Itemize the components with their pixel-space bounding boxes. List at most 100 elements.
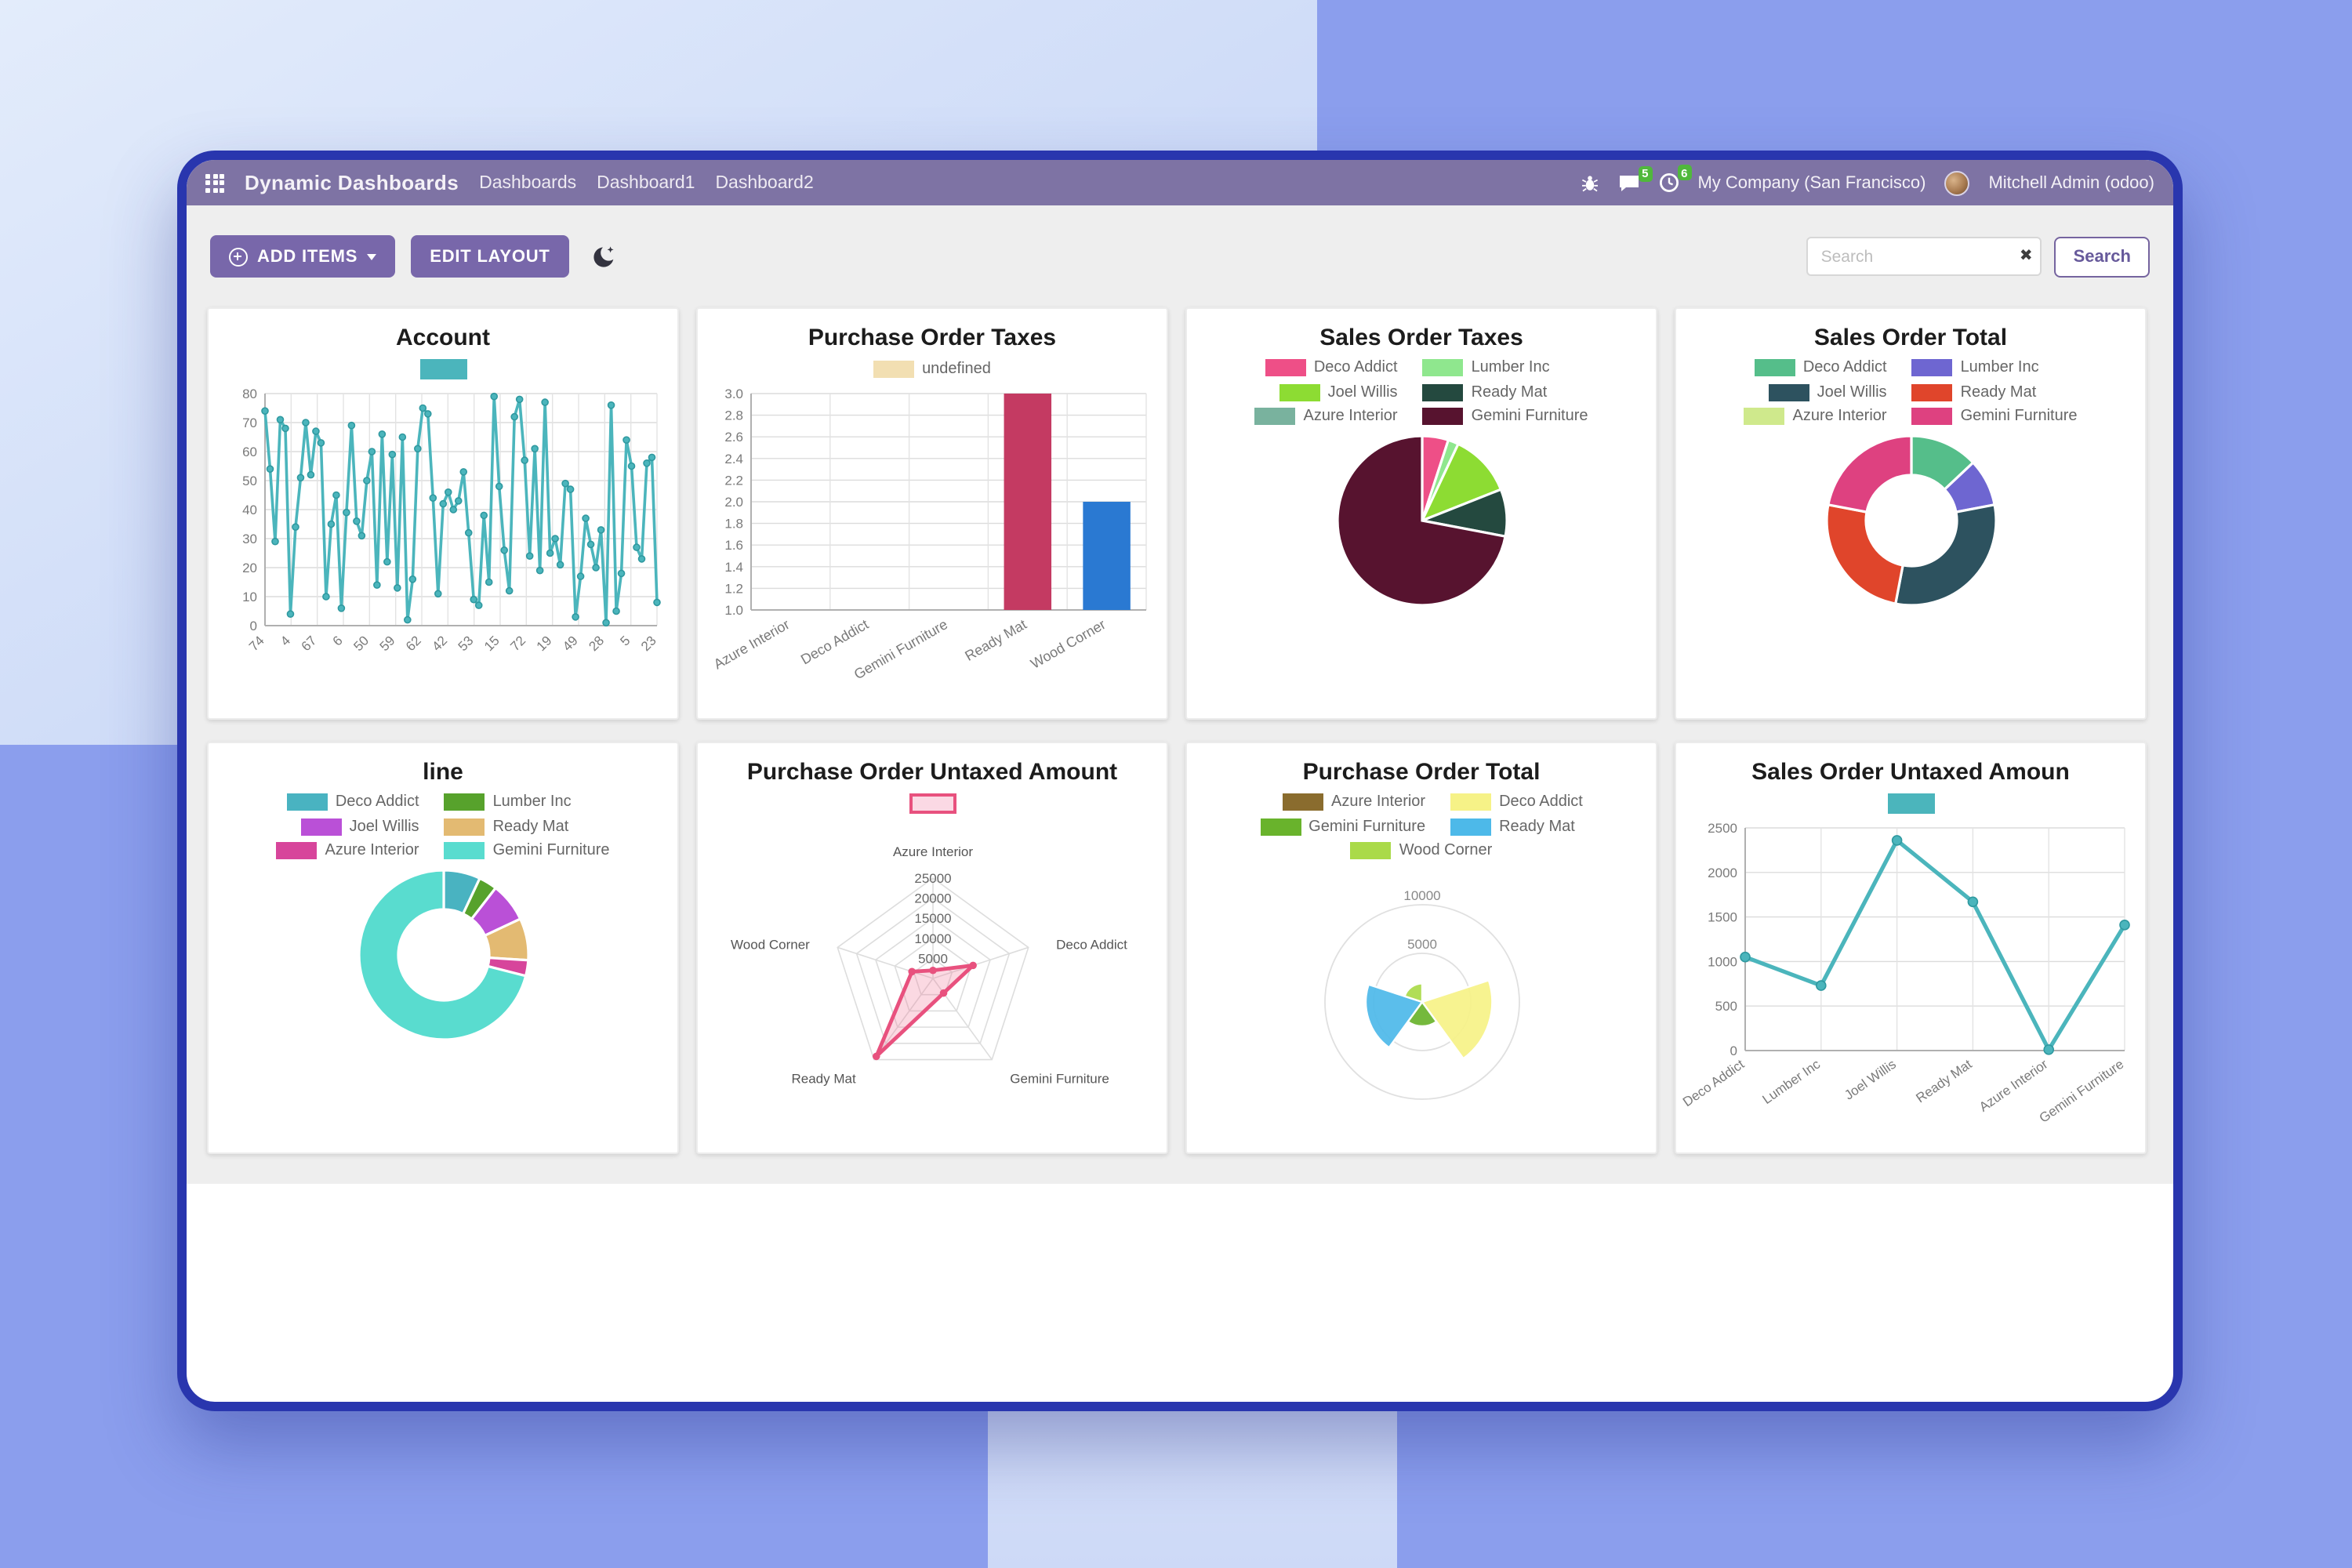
svg-text:60: 60 (241, 445, 256, 459)
svg-text:42: 42 (428, 633, 449, 654)
legend-item-deco-addict[interactable]: Deco Addict (1754, 359, 1887, 376)
svg-text:5000: 5000 (1406, 937, 1436, 952)
chevron-down-icon (367, 253, 377, 260)
legend-label: Lumber Inc (1960, 359, 2039, 376)
legend-swatch (300, 818, 342, 835)
line-doughnut-chart[interactable] (223, 861, 662, 1124)
legend-swatch (1260, 818, 1301, 835)
legend-label: Azure Interior (1331, 793, 1426, 811)
purchase-order-total-polar-chart[interactable]: 5000 10000 (1194, 861, 1649, 1131)
legend-item-gemini-furniture[interactable]: Gemini Furniture (1422, 408, 1588, 425)
user-menu[interactable]: Mitchell Admin (odoo) (1988, 173, 2154, 192)
legend-label: Joel Willis (1327, 383, 1398, 401)
apps-grid-icon[interactable] (205, 173, 224, 192)
chart-legend (209, 359, 677, 379)
legend-item-gemini-furniture[interactable]: Gemini Furniture (1260, 818, 1425, 835)
legend-swatch (1911, 383, 1953, 401)
legend-item-lumber-inc[interactable]: Lumber Inc (1422, 359, 1550, 376)
legend-item-wood-corner[interactable]: Wood Corner (1350, 842, 1492, 859)
legend-label: Ready Mat (1471, 383, 1548, 401)
search-input[interactable] (1806, 237, 2042, 276)
legend-item-joel-willis[interactable]: Joel Willis (1768, 383, 1887, 401)
card-title: Account (396, 325, 490, 351)
clear-search-icon[interactable]: ✖ (2019, 247, 2033, 264)
svg-text:62: 62 (402, 633, 423, 654)
legend-item-series[interactable] (419, 359, 466, 379)
legend-item-deco-addict[interactable]: Deco Addict (1450, 793, 1583, 811)
chat-icon[interactable]: 5 (1617, 165, 1653, 192)
legend-swatch (276, 842, 318, 859)
svg-text:Ready Mat: Ready Mat (961, 616, 1028, 664)
bug-icon[interactable] (1580, 173, 1599, 192)
purchase-order-untaxed-radar-chart[interactable]: 5000 10000 15000 20000 25000 Azure Interior De… (703, 815, 1161, 1123)
card-purchase-order-untaxed-amount: Purchase Order Untaxed Amount 5000 10000 1… (696, 742, 1168, 1154)
legend-item-lumber-inc[interactable]: Lumber Inc (1911, 359, 2039, 376)
plus-circle-icon (229, 247, 248, 266)
menu-dashboard1[interactable]: Dashboard1 (597, 173, 695, 192)
svg-text:Wood Corner: Wood Corner (730, 938, 809, 953)
app-window: Dynamic Dashboards Dashboards Dashboard1… (177, 151, 2183, 1411)
legend-swatch (1254, 408, 1296, 425)
legend-label: Deco Addict (1313, 359, 1398, 376)
search-button[interactable]: Search (2054, 236, 2150, 277)
clock-icon[interactable]: 6 (1658, 165, 1692, 193)
app-title: Dynamic Dashboards (245, 171, 459, 194)
legend-label: Deco Addict (1802, 359, 1887, 376)
legend-label: Gemini Furniture (1471, 408, 1588, 425)
svg-text:3.0: 3.0 (724, 387, 742, 401)
svg-text:15: 15 (481, 633, 502, 654)
svg-text:1.4: 1.4 (724, 560, 742, 575)
svg-text:Deco Addict: Deco Addict (1682, 1057, 1747, 1110)
company-switcher[interactable]: My Company (San Francisco) (1697, 173, 1926, 192)
legend-item-ready-mat[interactable]: Ready Mat (1450, 818, 1575, 835)
legend-swatch (1350, 842, 1392, 859)
svg-text:Gemini Furniture: Gemini Furniture (2036, 1057, 2126, 1126)
legend-item-azure-interior[interactable]: Azure Interior (1744, 408, 1887, 425)
svg-text:59: 59 (376, 633, 397, 654)
svg-text:500: 500 (1715, 999, 1737, 1014)
legend-item-deco-addict[interactable]: Deco Addict (286, 793, 419, 811)
chart-legend: Deco Addict Lumber Inc Joel Willis Ready Ma… (209, 793, 677, 859)
svg-text:49: 49 (559, 633, 580, 654)
purchase-order-taxes-bar-chart[interactable]: 1.0 1.2 1.4 1.6 1.8 2.0 2.2 2.4 2.6 2.8 3.0 Azure I… (703, 381, 1161, 688)
sales-order-total-doughnut-chart[interactable] (1691, 426, 2130, 690)
svg-text:1.8: 1.8 (724, 517, 742, 532)
legend-label: Ready Mat (1499, 818, 1575, 835)
legend-item-ready-mat[interactable]: Ready Mat (1911, 383, 2036, 401)
legend-item-azure-interior[interactable]: Azure Interior (1283, 793, 1425, 811)
svg-text:2.4: 2.4 (724, 452, 742, 466)
svg-text:6: 6 (329, 633, 345, 648)
svg-text:2.8: 2.8 (724, 408, 742, 423)
legend-item-deco-addict[interactable]: Deco Addict (1265, 359, 1398, 376)
sales-order-taxes-pie-chart[interactable] (1202, 426, 1641, 690)
svg-text:4: 4 (277, 633, 292, 648)
svg-text:40: 40 (241, 503, 256, 517)
legend-item-ready-mat[interactable]: Ready Mat (1422, 383, 1548, 401)
legend-swatch (873, 361, 915, 378)
legend-item-gemini-furniture[interactable]: Gemini Furniture (444, 842, 610, 859)
legend-item-azure-interior[interactable]: Azure Interior (1254, 408, 1398, 425)
legend-label: Joel Willis (349, 818, 419, 835)
card-title: Sales Order Total (1813, 325, 2008, 351)
legend-item-series[interactable] (909, 793, 956, 814)
edit-layout-button[interactable]: EDIT LAYOUT (411, 235, 569, 278)
user-avatar[interactable] (1944, 170, 1970, 195)
legend-item-series[interactable] (1887, 793, 1934, 814)
svg-text:2.2: 2.2 (724, 473, 742, 488)
legend-item-undefined[interactable]: undefined (873, 359, 991, 379)
legend-item-joel-willis[interactable]: Joel Willis (300, 818, 419, 835)
menu-dashboards[interactable]: Dashboards (479, 173, 577, 192)
legend-item-gemini-furniture[interactable]: Gemini Furniture (1911, 408, 2078, 425)
add-items-button[interactable]: ADD ITEMS (210, 235, 396, 278)
legend-item-azure-interior[interactable]: Azure Interior (276, 842, 419, 859)
card-purchase-order-total: Purchase Order Total Azure Interior Deco … (1185, 742, 1657, 1154)
svg-text:1000: 1000 (1707, 954, 1737, 969)
card-account: Account 0 10 20 30 40 50 60 70 80 74 4 67 6 50 59 62 42 5… (207, 307, 679, 720)
legend-item-lumber-inc[interactable]: Lumber Inc (444, 793, 572, 811)
menu-dashboard2[interactable]: Dashboard2 (715, 173, 814, 192)
legend-item-ready-mat[interactable]: Ready Mat (444, 818, 568, 835)
dark-mode-moon-icon[interactable] (591, 243, 618, 270)
sales-order-untaxed-line-chart[interactable]: 0 500 1000 1500 2000 2500 Deco Addict Lumber In… (1682, 815, 2140, 1129)
legend-item-joel-willis[interactable]: Joel Willis (1279, 383, 1398, 401)
